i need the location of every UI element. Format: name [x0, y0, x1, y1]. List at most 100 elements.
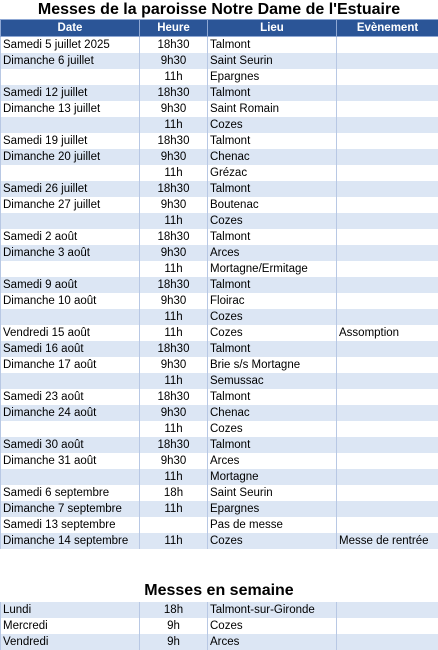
cell-evenement — [336, 245, 438, 261]
cell-heure: 18h30 — [139, 36, 208, 53]
cell-lieu: Talmont — [207, 437, 337, 453]
cell-lieu: Cozes — [207, 309, 337, 325]
table-row: 11h Mortagne/Ermitage — [0, 261, 438, 277]
cell-heure: 11h — [139, 325, 208, 341]
cell-date: Samedi 23 août — [0, 389, 140, 405]
cell-lieu: Mortagne/Ermitage — [207, 261, 337, 277]
cell-heure: 18h30 — [139, 229, 208, 245]
cell-jour: Mercredi — [0, 618, 140, 634]
header-date: Date — [0, 19, 140, 37]
cell-lieu: Arces — [207, 634, 337, 650]
table-row: 11h Grézac — [0, 165, 438, 181]
cell-date — [0, 309, 140, 325]
cell-date — [0, 373, 140, 389]
cell-date: Samedi 5 juillet 2025 — [0, 36, 140, 53]
cell-evenement — [336, 517, 438, 533]
cell-lieu: Talmont — [207, 389, 337, 405]
cell-evenement — [336, 117, 438, 133]
table-row: Samedi 16 août 18h30 Talmont — [0, 341, 438, 357]
cell-lieu: Cozes — [207, 618, 337, 634]
cell-lieu: Mortagne — [207, 469, 337, 485]
cell-evenement: Assomption — [336, 325, 438, 341]
table-row: Samedi 23 août 18h30 Talmont — [0, 389, 438, 405]
weekly-mass-table: Lundi 18h Talmont-sur-Gironde Mercredi 9h Coz… — [0, 602, 438, 650]
table-row: Samedi 9 août 18h30 Talmont — [0, 277, 438, 293]
cell-date: Samedi 9 août — [0, 277, 140, 293]
cell-heure: 11h — [139, 421, 208, 437]
header-evenement: Evènement — [336, 19, 438, 37]
cell-heure: 9h30 — [139, 405, 208, 421]
cell-date: Dimanche 31 août — [0, 453, 140, 469]
cell-heure: 9h30 — [139, 149, 208, 165]
cell-date: Dimanche 20 juillet — [0, 149, 140, 165]
cell-heure: 9h — [139, 618, 208, 634]
cell-evenement — [336, 229, 438, 245]
weekly-row: Vendredi 9h Arces — [0, 634, 438, 650]
cell-lieu: Talmont — [207, 341, 337, 357]
cell-date — [0, 117, 140, 133]
cell-heure: 9h30 — [139, 101, 208, 117]
cell-lieu: Talmont — [207, 133, 337, 149]
cell-evenement — [336, 389, 438, 405]
cell-heure: 18h30 — [139, 341, 208, 357]
table-row: Vendredi 15 août 11h Cozes Assomption — [0, 325, 438, 341]
cell-date: Dimanche 17 août — [0, 357, 140, 373]
table-row: Samedi 13 septembre Pas de messe — [0, 517, 438, 533]
table-row: Dimanche 7 septembre 11h Epargnes — [0, 501, 438, 517]
cell-lieu: Arces — [207, 453, 337, 469]
cell-date: Samedi 19 juillet — [0, 133, 140, 149]
cell-lieu: Chenac — [207, 149, 337, 165]
table-row: Dimanche 27 juillet 9h30 Boutenac — [0, 197, 438, 213]
cell-lieu: Grézac — [207, 165, 337, 181]
cell-date — [0, 261, 140, 277]
page-title: Messes de la paroisse Notre Dame de l'Es… — [37, 1, 401, 18]
cell-lieu: Epargnes — [207, 69, 337, 85]
cell-evenement — [336, 133, 438, 149]
cell-heure: 11h — [139, 213, 208, 229]
cell-evenement — [336, 181, 438, 197]
cell-lieu: Cozes — [207, 421, 337, 437]
cell-lieu: Saint Seurin — [207, 53, 337, 69]
cell-lieu: Talmont — [207, 181, 337, 197]
cell-date: Samedi 30 août — [0, 437, 140, 453]
cell-lieu: Cozes — [207, 117, 337, 133]
cell-heure: 18h30 — [139, 85, 208, 101]
cell-lieu: Semussac — [207, 373, 337, 389]
table-row: Dimanche 20 juillet 9h30 Chenac — [0, 149, 438, 165]
cell-date: Dimanche 27 juillet — [0, 197, 140, 213]
table-row: 11h Cozes — [0, 421, 438, 437]
cell-evenement — [336, 453, 438, 469]
cell-heure: 11h — [139, 501, 208, 517]
cell-evenement — [336, 421, 438, 437]
table-row: Dimanche 31 août 9h30 Arces — [0, 453, 438, 469]
cell-date: Dimanche 14 septembre — [0, 533, 140, 549]
cell-date — [0, 213, 140, 229]
cell-evenement — [336, 36, 438, 53]
cell-evenement — [336, 53, 438, 69]
cell-date: Vendredi 15 août — [0, 325, 140, 341]
cell-evenement — [336, 261, 438, 277]
table-header-row: Date Heure Lieu Evènement — [0, 19, 438, 37]
cell-evenement — [336, 341, 438, 357]
table-row: 11h Cozes — [0, 117, 438, 133]
cell-heure: 18h30 — [139, 181, 208, 197]
cell-empty — [336, 602, 438, 618]
cell-evenement — [336, 149, 438, 165]
cell-heure: 18h30 — [139, 133, 208, 149]
cell-lieu: Floirac — [207, 293, 337, 309]
cell-evenement — [336, 101, 438, 117]
table-row: 11h Mortagne — [0, 469, 438, 485]
cell-heure: 11h — [139, 469, 208, 485]
cell-lieu: Brie s/s Mortagne — [207, 357, 337, 373]
cell-evenement — [336, 197, 438, 213]
cell-date: Samedi 26 juillet — [0, 181, 140, 197]
table-row: Samedi 2 août 18h30 Talmont — [0, 229, 438, 245]
cell-date — [0, 165, 140, 181]
cell-heure: 9h30 — [139, 53, 208, 69]
mass-schedule-table: Date Heure Lieu Evènement Samedi 5 juill… — [0, 19, 438, 549]
cell-evenement — [336, 165, 438, 181]
cell-heure: 9h30 — [139, 357, 208, 373]
cell-heure: 9h30 — [139, 293, 208, 309]
cell-jour: Lundi — [0, 602, 140, 618]
table-row: Samedi 5 juillet 2025 18h30 Talmont — [0, 36, 438, 53]
